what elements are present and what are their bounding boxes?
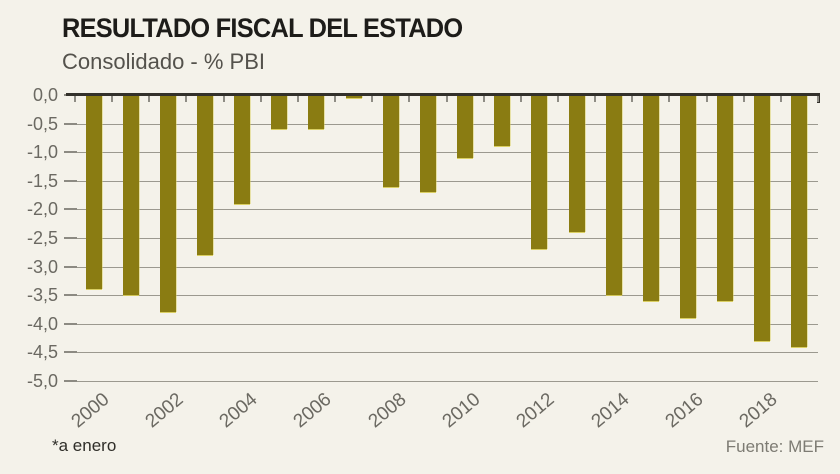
y-tick-label: -3,0 — [26, 256, 58, 277]
gridline — [76, 323, 818, 325]
y-tick-label: -3,5 — [26, 285, 58, 306]
bar-2007 — [345, 96, 362, 98]
x-axis-tick — [705, 96, 708, 102]
bar-2001 — [122, 96, 139, 296]
x-axis-tick — [779, 96, 782, 102]
chart-title: RESULTADO FISCAL DEL ESTADO — [62, 13, 463, 43]
bar-2014 — [605, 96, 622, 296]
bar-2009 — [419, 96, 436, 193]
bar-2008 — [382, 96, 399, 187]
x-axis-tick — [259, 96, 262, 102]
y-tick-label: -4,0 — [26, 313, 58, 334]
chart-footnote: *a enero — [52, 436, 117, 455]
gridline — [76, 238, 818, 239]
y-axis-tick — [64, 208, 77, 211]
y-tick-label: -2,5 — [26, 228, 58, 248]
gridline — [76, 180, 818, 182]
bar-2017 — [717, 96, 734, 301]
chart-subtitle: Consolidado - % PBI — [62, 49, 265, 74]
x-axis-tick — [668, 96, 671, 102]
gridline — [76, 295, 818, 297]
y-axis-tick — [64, 322, 77, 325]
y-axis-tick — [64, 265, 77, 268]
x-axis-tick — [296, 96, 299, 102]
x-axis-tick — [185, 96, 188, 102]
y-tick-label: -4,5 — [26, 342, 58, 363]
x-axis-tick — [445, 96, 448, 102]
x-axis-tick — [742, 96, 745, 102]
bar-2000 — [85, 96, 102, 290]
bar-2016 — [679, 96, 696, 319]
y-tick-label: -1,0 — [26, 142, 58, 163]
source-credit: Fuente: MEF — [725, 437, 824, 456]
bar-2006 — [308, 96, 325, 130]
bar-2010 — [457, 96, 474, 158]
gridline — [76, 266, 818, 268]
bar-2011 — [494, 96, 511, 147]
gridline — [76, 123, 818, 125]
y-axis-tick — [64, 179, 77, 182]
x-axis-line — [66, 93, 820, 96]
x-axis-tick — [594, 96, 597, 102]
x-axis-tick — [148, 96, 151, 102]
y-tick-label: 0,0 — [32, 85, 58, 105]
y-axis-tick — [64, 351, 77, 354]
x-axis-tick — [519, 96, 522, 102]
x-axis-tick — [482, 96, 485, 102]
x-axis-tick — [408, 96, 411, 102]
y-axis-tick — [64, 151, 77, 154]
x-axis-tick — [556, 96, 559, 102]
y-axis-tick — [64, 380, 77, 382]
bar-2012 — [531, 96, 548, 250]
bar-2013 — [568, 96, 585, 233]
x-axis-tick — [631, 96, 634, 102]
bar-2004 — [234, 96, 251, 204]
gridline — [76, 352, 818, 354]
bar-2003 — [197, 96, 214, 256]
x-axis-tick — [111, 96, 114, 102]
x-axis-tick — [222, 96, 225, 102]
y-axis-tick — [64, 237, 77, 239]
bar-2015 — [642, 96, 659, 301]
y-tick-label: -0,5 — [26, 113, 58, 134]
bar-2019 — [791, 96, 808, 347]
y-tick-label: -5,0 — [26, 371, 58, 391]
gridline — [76, 381, 818, 382]
bar-2005 — [271, 96, 288, 130]
bar-2018 — [754, 96, 771, 341]
x-axis-tick — [817, 96, 819, 102]
y-axis-tick — [64, 294, 77, 297]
x-axis-tick — [334, 96, 337, 102]
gridline — [76, 209, 818, 211]
y-axis-tick — [64, 122, 77, 125]
bar-2002 — [159, 96, 176, 313]
y-tick-label: -2,0 — [26, 199, 58, 220]
y-tick-label: -1,5 — [26, 170, 58, 191]
gridline — [76, 152, 818, 154]
x-axis-tick — [371, 96, 374, 102]
x-axis-tick — [74, 96, 76, 102]
